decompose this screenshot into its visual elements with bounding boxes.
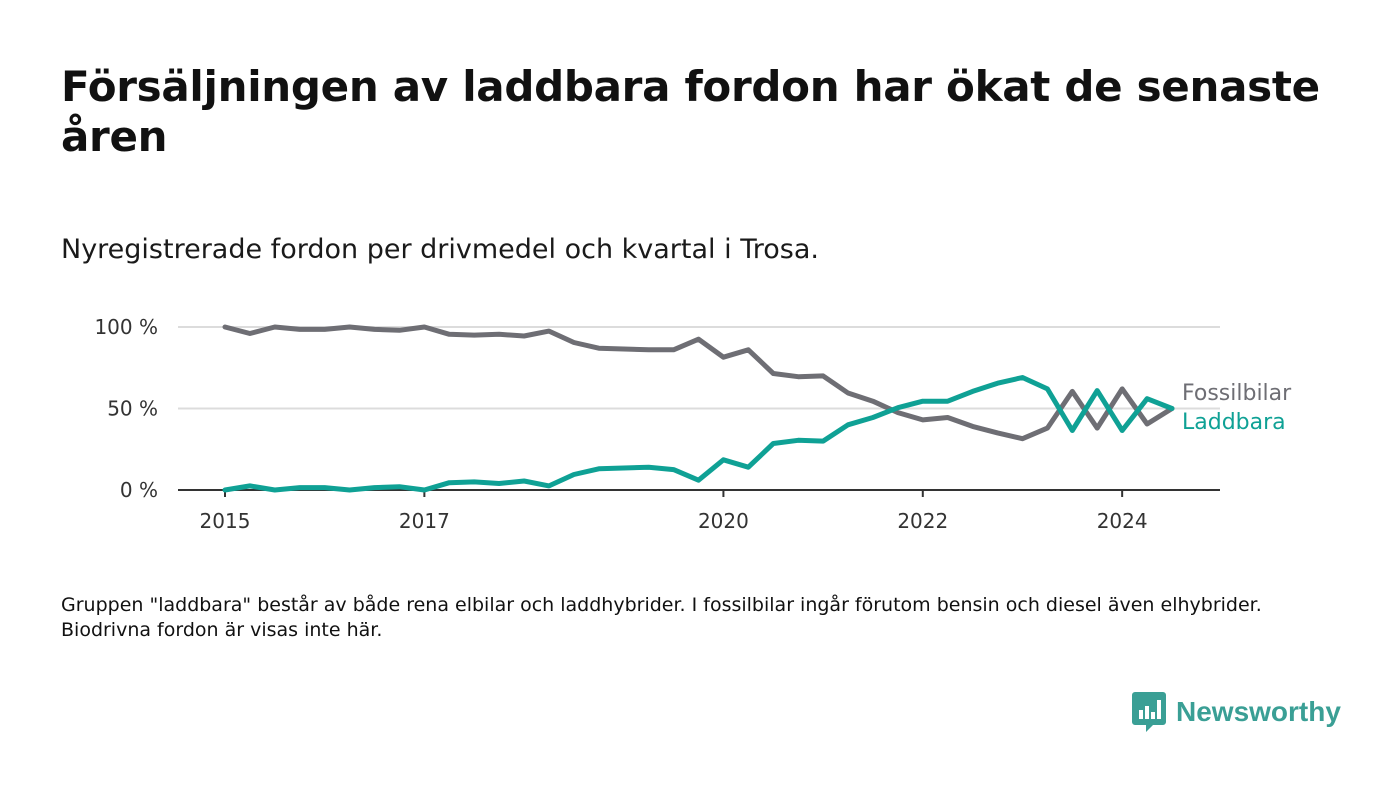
series-line-fossilbilar [222, 324, 1175, 442]
series-lines [222, 324, 1175, 493]
x-tick-label: 2017 [399, 509, 450, 533]
newsworthy-logo-icon [1132, 692, 1166, 732]
line-chart: 0 % 50 % 100 % 2015 2017 2020 2022 2024 Fossil… [94, 315, 1292, 533]
brand-name: Newsworthy [1176, 696, 1341, 727]
brand-logo[interactable]: Newsworthy [1132, 692, 1341, 732]
x-tick-label: 2024 [1097, 509, 1148, 533]
series-labels: Fossilbilar Laddbara [1182, 381, 1292, 435]
y-axis: 0 % 50 % 100 % [94, 315, 158, 502]
x-tick-label: 2020 [698, 509, 749, 533]
y-tick-label: 100 % [94, 315, 158, 339]
series-label-fossilbilar: Fossilbilar [1182, 381, 1292, 406]
x-tick-label: 2015 [200, 509, 251, 533]
chart-title: Försäljningen av laddbara fordon har öka… [61, 62, 1320, 161]
y-tick-label: 50 % [107, 397, 158, 421]
series-line-laddbara [222, 375, 1175, 493]
x-tick-label: 2022 [897, 509, 948, 533]
y-tick-label: 0 % [120, 478, 158, 502]
chart-footnote: Gruppen "laddbara" består av både rena e… [61, 594, 1262, 641]
chart-subtitle: Nyregistrerade fordon per drivmedel och … [61, 234, 819, 265]
x-axis: 2015 2017 2020 2022 2024 [178, 489, 1220, 533]
series-label-laddbara: Laddbara [1182, 410, 1286, 435]
